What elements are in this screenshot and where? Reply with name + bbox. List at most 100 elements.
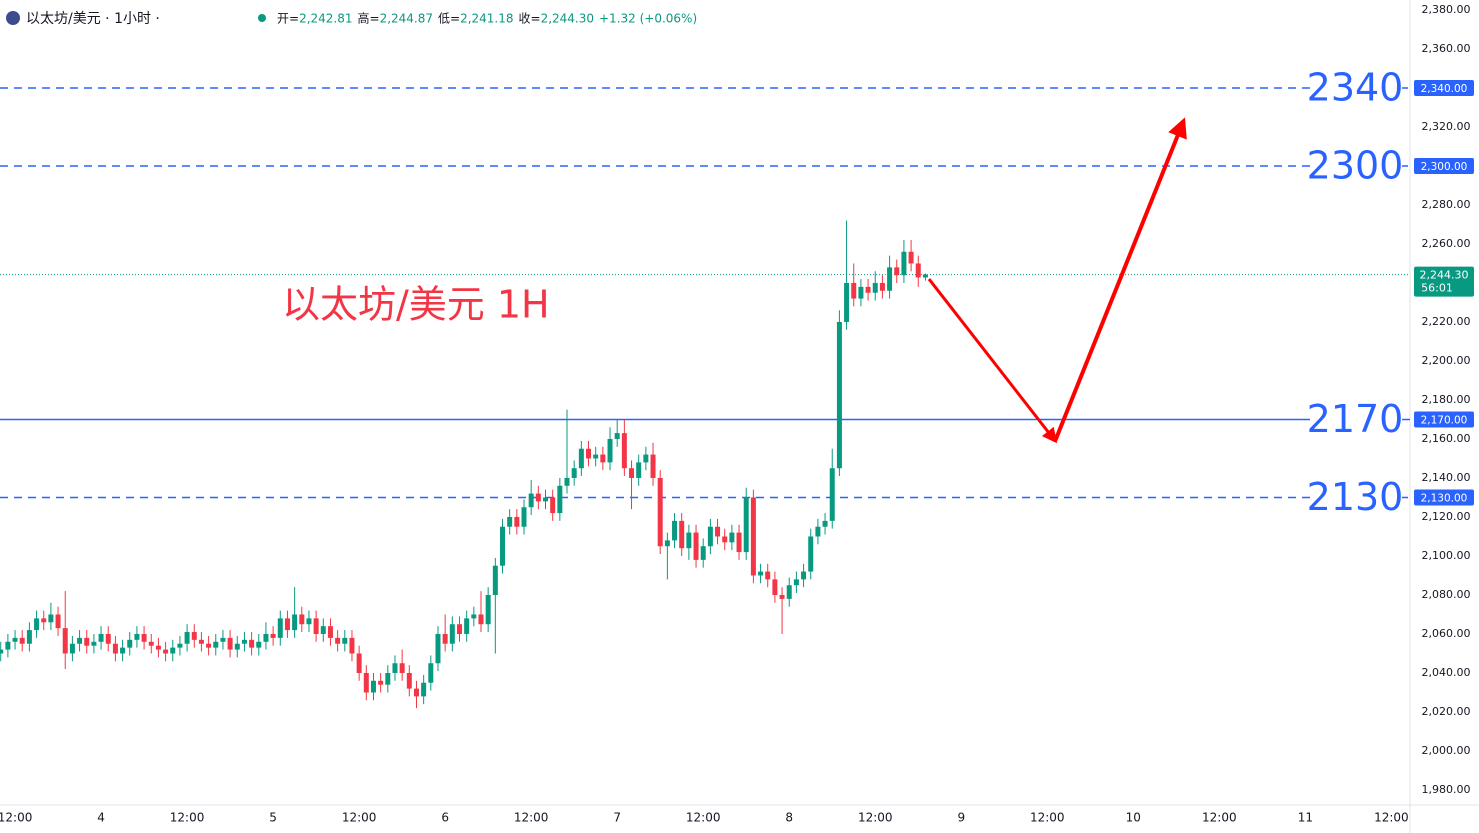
candle-body — [700, 546, 706, 560]
candle-body — [69, 643, 75, 654]
x-tick-label: 6 — [441, 811, 449, 825]
candle-body — [363, 672, 369, 693]
level-badge — [1414, 79, 1474, 96]
level-badge — [1414, 411, 1474, 428]
change: +1.32 (+0.06%) — [599, 12, 697, 26]
candle-body — [707, 526, 713, 547]
candle-body — [829, 468, 835, 521]
candle-body — [643, 454, 649, 463]
candle-body — [464, 618, 470, 634]
candle-body — [112, 643, 118, 654]
candle-body — [772, 579, 778, 595]
x-tick-label: 12:00 — [1374, 811, 1409, 825]
candle-body — [148, 641, 154, 646]
candle-body — [550, 497, 556, 514]
candle-body — [679, 520, 685, 549]
candle-body — [306, 618, 312, 625]
candle-body — [370, 680, 376, 693]
candle-body — [586, 448, 592, 459]
level-text-bg — [1310, 397, 1402, 442]
candle-body — [621, 433, 627, 469]
candle-body — [449, 624, 455, 644]
candle-body — [342, 637, 348, 644]
y-tick-label: 2,180.00 — [1422, 393, 1471, 406]
candle-body — [26, 630, 32, 644]
candle-body — [765, 571, 771, 580]
candle-body — [98, 633, 104, 642]
candle-body — [227, 637, 233, 650]
candle-body — [872, 282, 878, 293]
x-tick-label: 10 — [1126, 811, 1141, 825]
candle-body — [170, 647, 176, 654]
candle-body — [543, 497, 549, 502]
y-tick-label: 2,040.00 — [1422, 666, 1471, 679]
candle-body — [55, 614, 61, 629]
symbol-icon — [6, 11, 20, 25]
candle-body — [220, 637, 226, 642]
candle-body — [206, 643, 212, 648]
annotation: 以太坊/美元 1H — [282, 283, 550, 327]
candle-body — [62, 628, 68, 654]
level-badge-label: 2,130.00 — [1421, 492, 1468, 504]
candle-body — [392, 663, 398, 673]
candle-body — [507, 516, 513, 527]
candle-body — [722, 536, 728, 543]
ohlc-key: 开= — [277, 12, 299, 26]
y-tick-label: 2,280.00 — [1422, 198, 1471, 211]
candle-body — [922, 274, 928, 278]
level-text: 2300 — [1307, 143, 1404, 187]
candle-body — [191, 632, 197, 640]
candle-body — [155, 645, 161, 650]
candle-body — [578, 448, 584, 469]
candle-body — [485, 594, 491, 625]
candle-body — [736, 532, 742, 553]
level-badge-label: 2,300.00 — [1421, 161, 1468, 173]
candle-body — [686, 532, 692, 549]
y-tick-label: 2,200.00 — [1422, 354, 1471, 367]
candle-body — [91, 641, 97, 646]
x-tick-label: 12:00 — [858, 811, 893, 825]
candle-body — [822, 520, 828, 527]
x-tick-label: 9 — [957, 811, 965, 825]
candle-body — [786, 585, 792, 599]
candle-body — [5, 641, 11, 650]
y-tick-label: 2,080.00 — [1422, 588, 1471, 601]
candle-body — [557, 485, 563, 514]
candle-body — [163, 649, 169, 654]
candle-body — [120, 647, 126, 654]
candle-body — [428, 663, 434, 683]
candle-body — [327, 626, 333, 638]
candle-body — [535, 493, 541, 502]
candle-body — [564, 477, 570, 486]
candle-body — [442, 633, 448, 644]
last-price-badge — [1414, 266, 1474, 297]
y-tick-label: 2,320.00 — [1422, 120, 1471, 133]
candle-body — [844, 282, 850, 322]
ohlc-value: 2,244.30 — [541, 12, 594, 26]
candle-body — [858, 286, 864, 299]
candle-body — [313, 618, 319, 634]
x-tick-label: 7 — [613, 811, 621, 825]
candle-body — [105, 633, 111, 644]
candle-body — [471, 614, 477, 619]
candle-body — [48, 614, 54, 623]
candle-body — [865, 286, 871, 293]
candle-body — [184, 632, 190, 644]
level-badge — [1414, 157, 1474, 174]
candle-body — [629, 468, 635, 478]
arrow — [1053, 117, 1187, 442]
ohlc-value: 2,242.81 — [299, 12, 352, 26]
candle-body — [256, 641, 262, 648]
candle-body — [514, 516, 520, 527]
candle-body — [277, 618, 283, 638]
candle-body — [456, 624, 462, 634]
candle-body — [263, 633, 269, 642]
y-tick-label: 2,260.00 — [1422, 237, 1471, 250]
candle-body — [729, 532, 735, 543]
candle-body — [292, 614, 298, 631]
x-tick-label: 12:00 — [1202, 811, 1237, 825]
y-tick-label: 2,060.00 — [1422, 627, 1471, 640]
level-text-bg — [1310, 65, 1402, 110]
